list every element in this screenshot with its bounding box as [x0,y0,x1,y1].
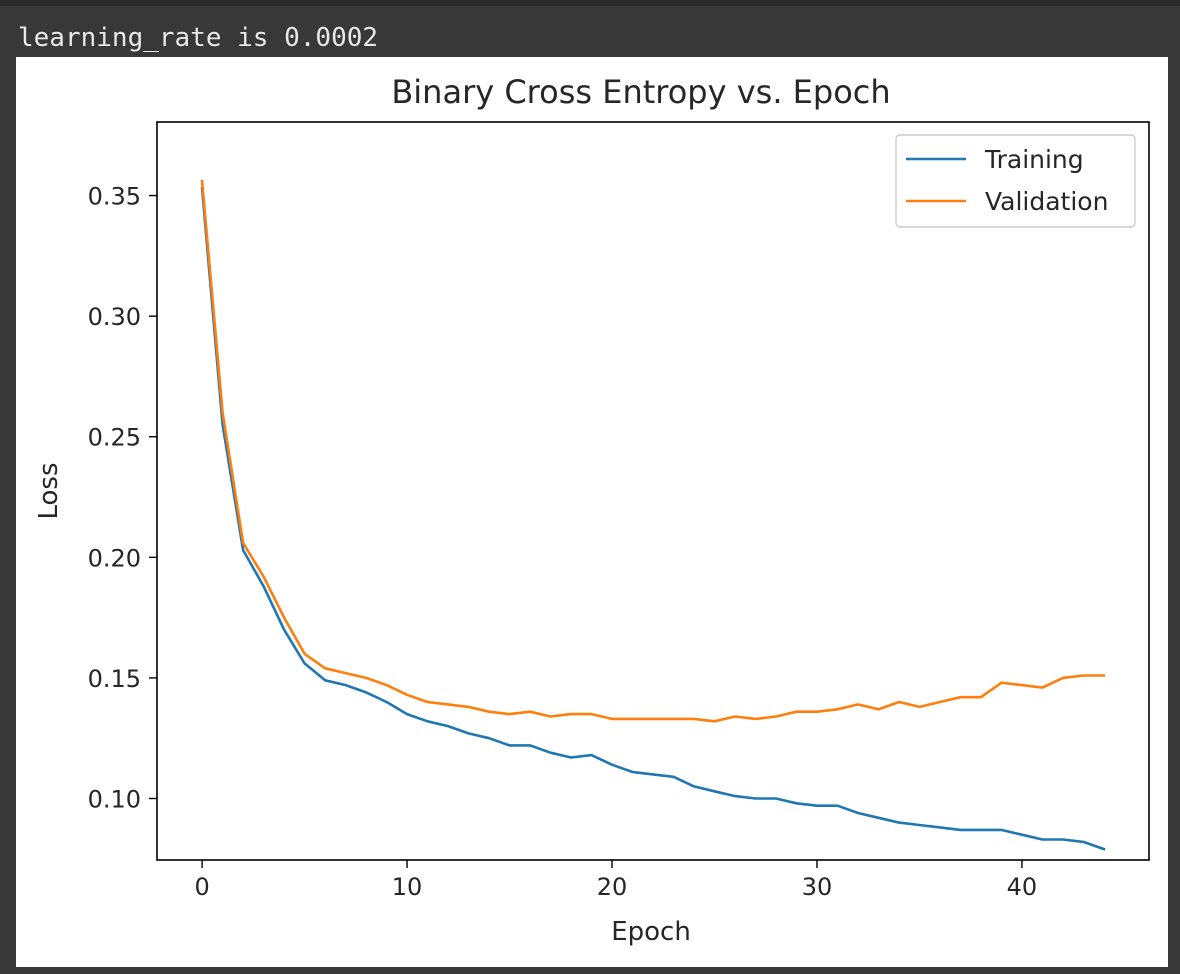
x-tick-label: 20 [597,873,628,901]
y-tick-label: 0.20 [88,544,141,572]
x-tick-label: 40 [1007,873,1038,901]
legend-label-validation: Validation [985,187,1108,216]
y-tick-label: 0.25 [88,424,141,452]
chart-title: Binary Cross Entropy vs. Epoch [391,73,890,111]
y-tick-label: 0.15 [88,665,141,693]
series-line-validation [200,179,1106,723]
legend: Training Validation [895,134,1136,228]
chart-figure: Binary Cross Entropy vs. Epoch 0 10 20 30 40… [16,57,1168,967]
y-tick-label: 0.35 [88,183,141,211]
notebook-top-border [0,0,1180,6]
y-tick-label: 0.30 [88,303,141,331]
x-tick-label: 30 [802,873,833,901]
legend-label-training: Training [984,145,1084,174]
cell-output-text: learning_rate is 0.0002 [18,23,379,53]
plot-area-frame [156,121,1150,861]
x-axis-label: Epoch [611,917,691,947]
series-line-training [200,186,1106,851]
x-tick-label: 10 [392,873,423,901]
y-tick-label: 0.10 [88,786,141,814]
y-axis-label: Loss [34,462,64,519]
x-tick-label: 0 [194,873,209,901]
chart-svg: Binary Cross Entropy vs. Epoch 0 10 20 30 40… [34,73,1150,947]
